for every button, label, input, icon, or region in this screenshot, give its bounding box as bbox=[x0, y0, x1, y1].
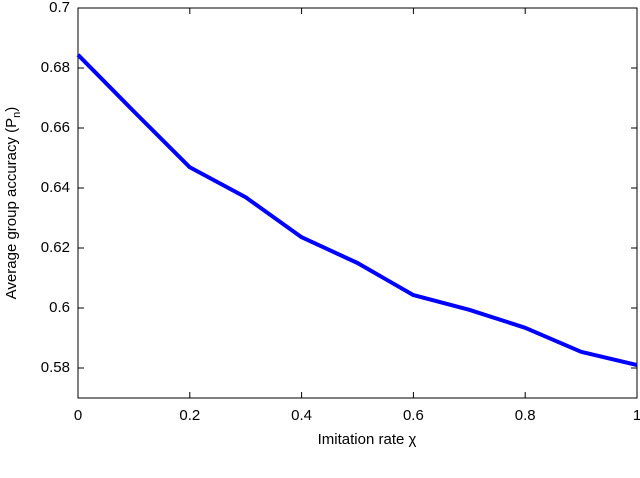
x-axis-label: Imitation rate χ bbox=[318, 431, 417, 448]
y-axis-label: Average group accuracy (Pn) bbox=[3, 107, 23, 300]
y-axis-label-subscript: n bbox=[11, 112, 23, 118]
y-tick-label: 0.64 bbox=[41, 179, 70, 196]
plot-frame bbox=[77, 7, 638, 399]
y-tick-label: 0.68 bbox=[41, 59, 70, 76]
y-axis-label-text: Average group accuracy (P bbox=[3, 118, 20, 300]
x-tick-label: 0.2 bbox=[179, 407, 200, 424]
line-series bbox=[76, 53, 638, 367]
y-tick-label: 0.7 bbox=[49, 0, 70, 16]
x-tick-label: 0.4 bbox=[291, 407, 312, 424]
x-tick-label: 1 bbox=[633, 407, 640, 424]
x-tick-label: 0.6 bbox=[403, 407, 424, 424]
y-axis-label-end: ) bbox=[3, 107, 20, 112]
y-tick-label: 0.58 bbox=[41, 359, 70, 376]
y-tick-label: 0.62 bbox=[41, 239, 70, 256]
x-tick-label: 0.8 bbox=[515, 407, 536, 424]
y-tick-label: 0.66 bbox=[41, 119, 70, 136]
y-tick-label: 0.6 bbox=[49, 299, 70, 316]
x-tick-label: 0 bbox=[74, 407, 82, 424]
